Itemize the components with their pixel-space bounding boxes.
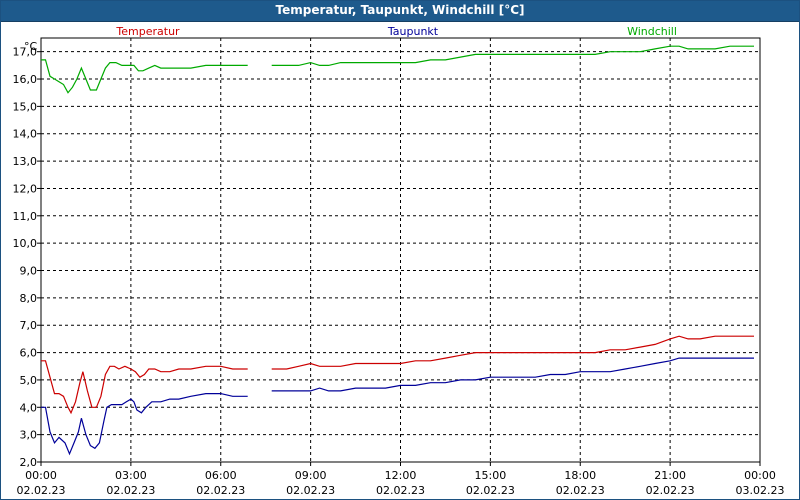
series-line-taupunkt [271,357,754,392]
y-tick-label: 13,0 [13,155,38,168]
x-tick-time: 21:00 [654,469,686,482]
y-tick-label: 9,0 [20,265,38,278]
y-tick-label: 15,0 [13,100,38,113]
y-tick-label: 6,0 [20,347,38,360]
y-tick-label: 11,0 [13,210,38,223]
x-tick-date: 02.02.23 [196,484,245,497]
chart-title: Temperatur, Taupunkt, Windchill [°C] [275,3,525,17]
x-tick-date: 02.02.23 [556,484,605,497]
x-tick-time: 15:00 [475,469,507,482]
y-tick-label: 3,0 [20,429,38,442]
y-axis: 2,0 3,0 4,0 5,0 6,0 7,0 8,0 9,0 10,0 11,0 12,0 13,0… [13,40,41,469]
x-tick-date: 03.02.23 [736,484,785,497]
y-tick-label: 12,0 [13,182,38,195]
y-tick-label: 7,0 [20,319,38,332]
y-axis-unit: °C [24,40,38,53]
legend: Temperatur Taupunkt Windchill [115,25,677,38]
x-tick-time: 00:00 [25,469,57,482]
series-line-windchill [271,45,754,67]
x-tick-time: 00:00 [744,469,776,482]
x-axis: 00:00 02.02.23 03:00 02.02.23 06:00 02.02.23 0… [17,462,785,497]
x-tick-time: 12:00 [385,469,417,482]
x-tick-time: 18:00 [564,469,596,482]
series-line-temperatur [41,360,248,415]
legend-temperatur: Temperatur [115,25,180,38]
grid-lines [41,38,760,463]
x-tick-time: 09:00 [295,469,327,482]
y-tick-label: 8,0 [20,292,38,305]
y-tick-label: 14,0 [13,128,38,141]
legend-taupunkt: Taupunkt [387,25,439,38]
x-tick-date: 02.02.23 [286,484,335,497]
series-line-windchill [41,59,248,94]
y-tick-label: 4,0 [20,401,38,414]
x-tick-time: 06:00 [205,469,237,482]
x-tick-date: 02.02.23 [466,484,515,497]
title-bar: Temperatur, Taupunkt, Windchill [°C] [1,1,799,22]
y-tick-label: 5,0 [20,374,38,387]
series-lines [41,45,754,456]
x-tick-date: 02.02.23 [106,484,155,497]
x-tick-date: 02.02.23 [646,484,695,497]
x-tick-date: 02.02.23 [376,484,425,497]
y-tick-label: 2,0 [20,456,38,469]
x-tick-time: 03:00 [115,469,147,482]
y-tick-label: 10,0 [13,237,38,250]
x-tick-date: 02.02.23 [17,484,66,497]
legend-windchill: Windchill [627,25,677,38]
y-tick-label: 17,0 [13,46,38,59]
series-line-temperatur [271,335,754,370]
y-tick-label: 16,0 [13,73,38,86]
series-line-taupunkt [41,393,248,456]
